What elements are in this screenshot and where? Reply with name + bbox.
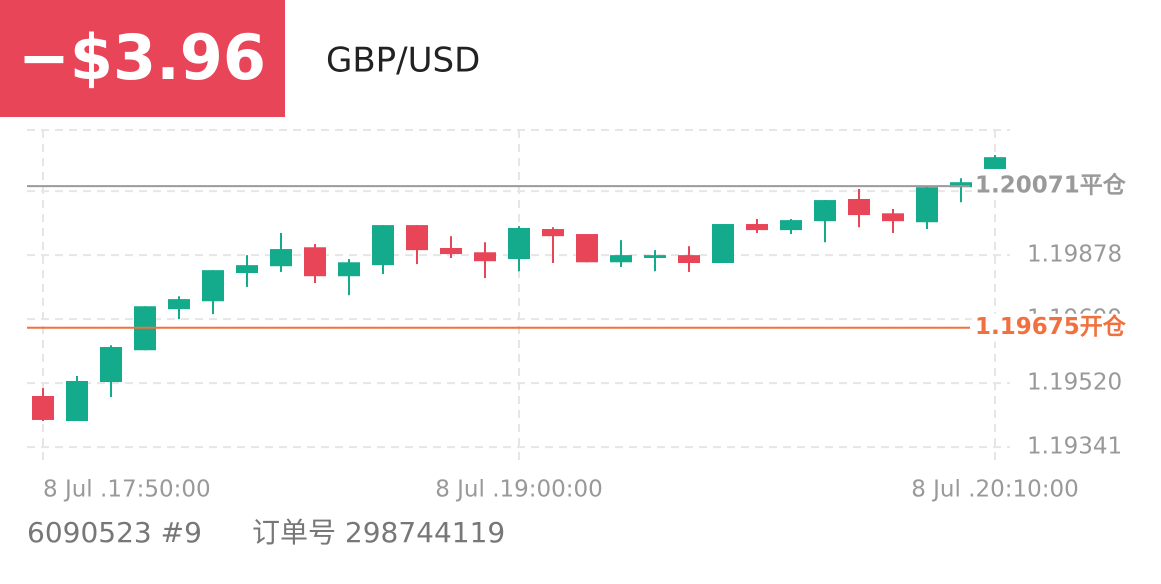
candle-body bbox=[576, 234, 598, 263]
candle-body bbox=[984, 157, 1006, 169]
candle-body bbox=[678, 255, 700, 264]
y-tick-label: 1.19878 bbox=[1027, 242, 1122, 268]
x-tick-label: 8 Jul .19:00:00 bbox=[435, 477, 603, 503]
pnl: −$3.96 bbox=[18, 21, 266, 94]
candle-body bbox=[644, 255, 666, 258]
candle-body bbox=[202, 270, 224, 302]
y-tick-label: 1.19341 bbox=[1027, 434, 1122, 460]
candle-body bbox=[372, 225, 394, 266]
candle-body bbox=[338, 262, 360, 277]
candle-body bbox=[780, 220, 802, 231]
position-label: 1.20071平仓 bbox=[975, 172, 1127, 199]
candle-body bbox=[440, 247, 462, 255]
order-number: 订单号 298744119 bbox=[252, 516, 505, 549]
candle-body bbox=[270, 249, 292, 267]
position-label-bg bbox=[972, 313, 1132, 342]
candle-body bbox=[542, 229, 564, 237]
y-tick-label: 1.19520 bbox=[1027, 370, 1122, 396]
symbol: GBP/USD bbox=[326, 41, 480, 81]
candle-body bbox=[712, 224, 734, 264]
candle-body bbox=[32, 396, 54, 420]
candle-body bbox=[100, 347, 122, 383]
x-tick-label: 8 Jul .20:10:00 bbox=[911, 477, 1079, 503]
candle-body bbox=[236, 265, 258, 274]
x-tick-label: 8 Jul .17:50:00 bbox=[43, 477, 211, 503]
candle-body bbox=[406, 225, 428, 251]
candle-body bbox=[610, 255, 632, 263]
candle-body bbox=[916, 187, 938, 223]
candle-body bbox=[882, 213, 904, 222]
account: 6090523 #9 bbox=[27, 516, 202, 549]
candle-body bbox=[304, 247, 326, 277]
candle-body bbox=[474, 252, 496, 262]
candle-body bbox=[746, 224, 768, 231]
position-label-bg bbox=[972, 172, 1132, 201]
candle-body bbox=[66, 380, 88, 422]
candle-body bbox=[848, 199, 870, 216]
candle-body bbox=[168, 299, 190, 310]
candle-body bbox=[814, 200, 836, 222]
candle-body bbox=[950, 182, 972, 188]
candle-body bbox=[508, 227, 530, 260]
position-label: 1.19675开仓 bbox=[975, 313, 1127, 340]
pnl-badge bbox=[0, 0, 285, 117]
